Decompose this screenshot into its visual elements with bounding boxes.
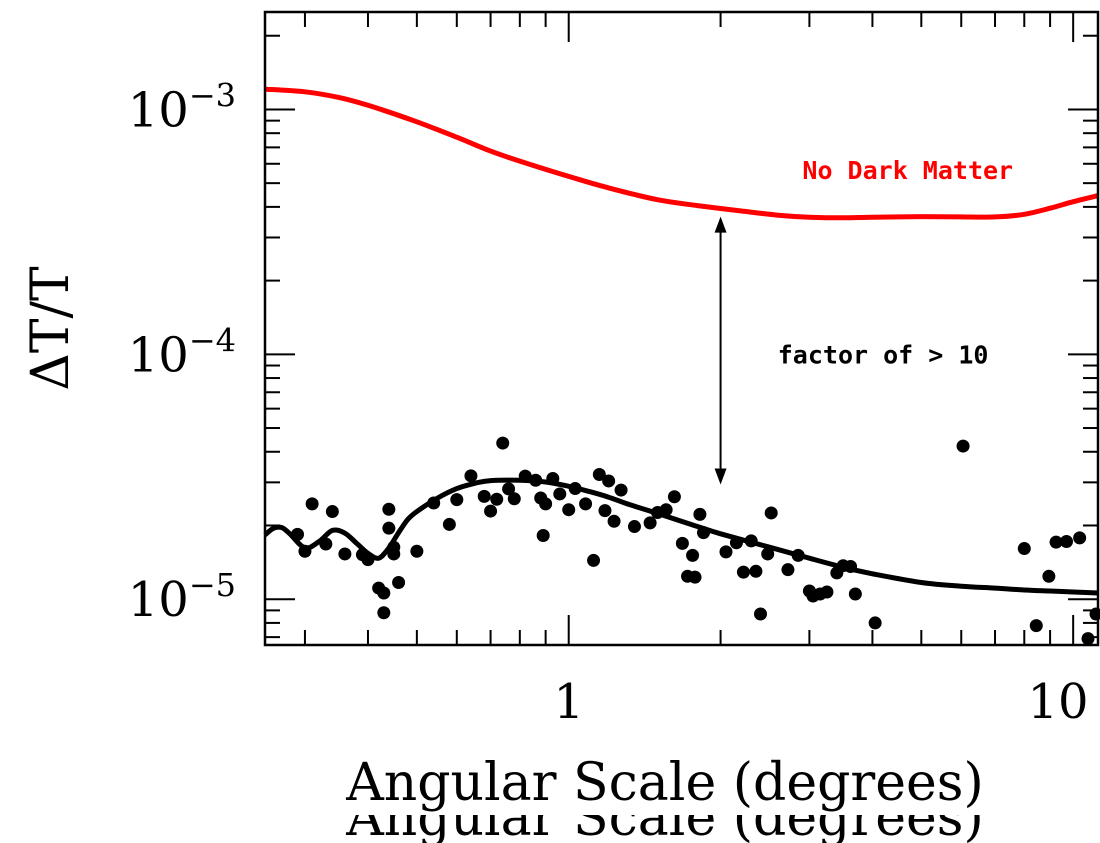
data-point [338, 547, 352, 561]
annotation-label: No Dark Matter [802, 156, 1013, 185]
x-axis-title-mask [290, 790, 1050, 815]
data-point [781, 563, 795, 577]
data-point [546, 472, 560, 486]
annotation-label: factor of > 10 [778, 340, 989, 369]
y-tick-exponent: −3 [189, 76, 236, 114]
data-point [553, 487, 567, 501]
data-point [568, 482, 582, 496]
data-point [442, 517, 456, 531]
data-point [361, 553, 375, 567]
y-axis-title: ΔT/T [21, 266, 81, 391]
data-point [1017, 542, 1031, 556]
data-point [956, 439, 970, 453]
annotations: No Dark Matter factor of > 10 [778, 156, 1013, 369]
factor-arrow [714, 216, 727, 485]
data-point [1073, 531, 1087, 545]
data-point [592, 467, 606, 481]
data-point [490, 492, 504, 506]
data-point [579, 497, 593, 511]
data-point [791, 548, 805, 562]
data-point [382, 502, 396, 516]
no-dark-matter-curve [264, 86, 1099, 221]
data-point [496, 436, 510, 450]
data-point [427, 496, 441, 510]
data-point [696, 526, 710, 540]
data-point [382, 521, 396, 535]
model-curve [263, 477, 1099, 596]
data-point [1059, 535, 1073, 549]
data-point [291, 527, 305, 541]
data-point [675, 536, 689, 550]
data-point [477, 489, 491, 503]
data-point [754, 607, 768, 621]
data-point [1042, 569, 1056, 583]
data-point [387, 547, 401, 561]
data-point [614, 483, 628, 497]
data-point [844, 559, 858, 573]
data-point [744, 534, 758, 548]
data-point [729, 536, 743, 550]
data-point [518, 469, 532, 483]
data-point [502, 482, 516, 496]
data-point [319, 537, 333, 551]
data-point [484, 504, 498, 518]
data-point [761, 547, 775, 561]
data-point [688, 570, 702, 584]
data-point [539, 497, 553, 511]
x-tick-labels: 1 10 [553, 674, 1088, 730]
data-point [659, 503, 673, 517]
y-tick-labels: 10−310−410−5 [128, 76, 236, 628]
x-tick-label: 10 [1027, 674, 1088, 730]
y-tick-label: 10−5 [128, 566, 236, 628]
x-axis-title: Angular Scale (degrees) [345, 753, 984, 813]
y-tick-base: 10 [128, 82, 189, 138]
data-point [736, 565, 750, 579]
data-point [377, 586, 391, 600]
data-point [667, 490, 681, 504]
y-tick-exponent: −4 [189, 321, 236, 359]
data-point [602, 474, 616, 488]
plot-frame [263, 10, 1100, 647]
data-point [848, 587, 862, 601]
y-tick-base: 10 [128, 327, 189, 383]
data-point [1081, 632, 1095, 646]
data-point [607, 514, 621, 528]
y-tick-label: 10−4 [128, 321, 236, 383]
data-point [587, 553, 601, 567]
data-point [305, 497, 319, 511]
y-tick-base: 10 [128, 572, 189, 628]
data-point [536, 529, 550, 543]
data-point [392, 575, 406, 589]
data-point [719, 545, 733, 559]
data-point [1049, 535, 1063, 549]
data-point [325, 505, 339, 519]
data-point [298, 544, 312, 558]
data-point [686, 548, 700, 562]
data-point [1029, 619, 1043, 633]
data-point [643, 516, 657, 530]
y-tick-exponent: −5 [189, 566, 236, 604]
data-point [764, 506, 778, 520]
series-lines [263, 86, 1099, 596]
data-point [598, 504, 612, 518]
data-point [693, 507, 707, 521]
data-point [507, 492, 521, 506]
data-point [410, 544, 424, 558]
y-tick-label: 10−3 [128, 76, 236, 138]
data-point [529, 473, 543, 487]
data-point [464, 469, 478, 483]
data-point [450, 493, 464, 507]
data-point [377, 606, 391, 620]
data-point [562, 503, 576, 517]
data-point [749, 564, 763, 578]
data-point [820, 585, 834, 599]
tick-marks [265, 12, 1098, 645]
x-tick-label: 1 [553, 674, 584, 730]
data-point [627, 520, 641, 534]
arrow-head-up [714, 216, 727, 233]
data-point [868, 616, 882, 630]
arrow-head-down [714, 468, 727, 485]
data-points [291, 436, 1100, 646]
